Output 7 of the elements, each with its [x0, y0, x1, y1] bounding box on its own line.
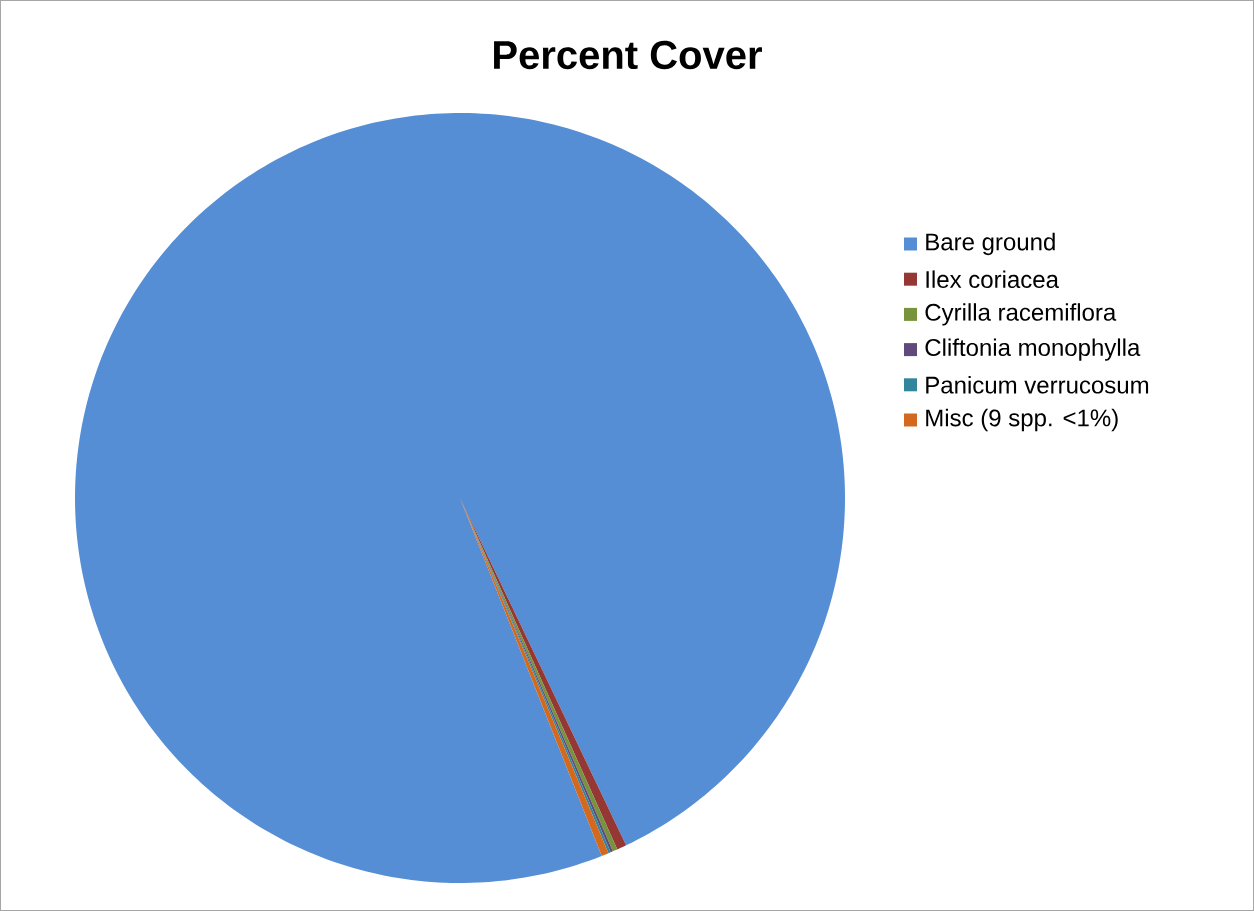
- chart-title: Percent Cover: [494, 40, 762, 70]
- legend-label: Misc (9 spp. <1%): [926, 408, 1118, 432]
- legend-label: Panicum verrucosum: [926, 375, 1149, 394]
- legend-label: Cliftonia monophylla: [925, 338, 1141, 361]
- legend-label: Bare ground: [926, 232, 1055, 256]
- legend-label: Cyrilla racemiflora: [925, 303, 1117, 326]
- legend-label: Ilex coriacea: [926, 270, 1059, 289]
